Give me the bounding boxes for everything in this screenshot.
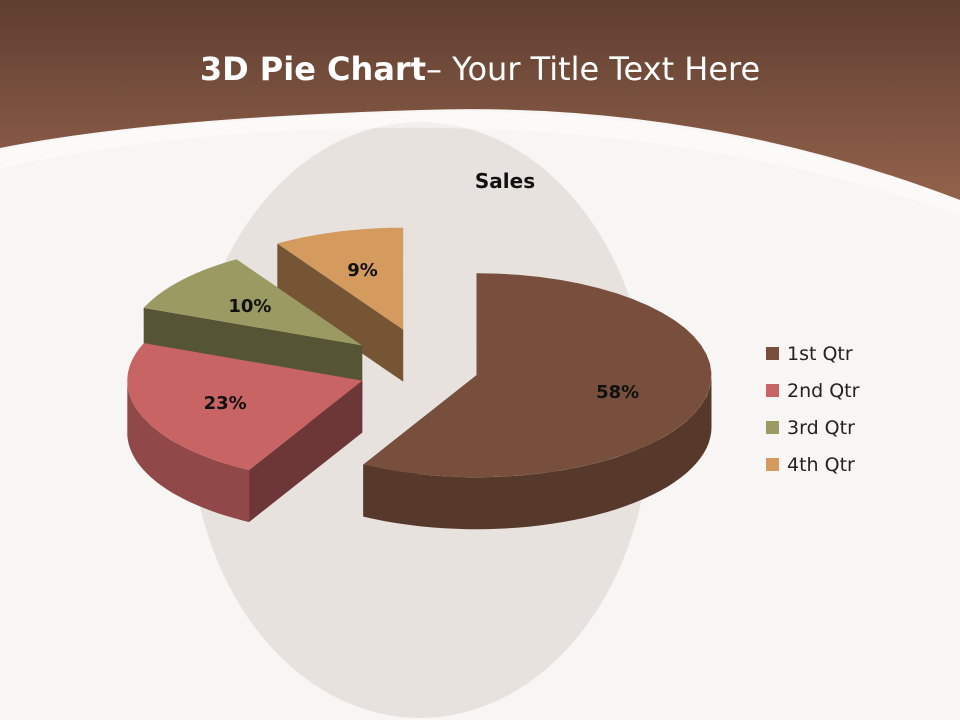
legend-label: 2nd Qtr bbox=[787, 379, 860, 402]
legend: 1st Qtr 2nd Qtr 3rd Qtr 4th Qtr bbox=[766, 335, 859, 483]
slice-top bbox=[363, 273, 712, 478]
pie-slice-4: 9% bbox=[277, 227, 404, 382]
data-label: 10% bbox=[228, 296, 271, 317]
slice-outer-wall bbox=[363, 375, 712, 530]
data-label: 9% bbox=[347, 260, 378, 281]
legend-swatch bbox=[766, 347, 779, 360]
slice-top bbox=[127, 343, 363, 471]
data-label: 23% bbox=[204, 393, 247, 414]
slice-top bbox=[277, 227, 404, 330]
slice-top bbox=[143, 259, 363, 346]
data-label: 58% bbox=[596, 382, 639, 403]
legend-swatch bbox=[766, 458, 779, 471]
pie-slice-1: 58% bbox=[363, 273, 712, 530]
legend-item: 3rd Qtr bbox=[766, 409, 859, 446]
legend-item: 4th Qtr bbox=[766, 446, 859, 483]
legend-swatch bbox=[766, 421, 779, 434]
title-bold: 3D Pie Chart bbox=[199, 50, 426, 88]
legend-label: 3rd Qtr bbox=[787, 416, 855, 439]
legend-item: 1st Qtr bbox=[766, 335, 859, 372]
slice-outer-wall bbox=[127, 380, 249, 523]
slide-title: 3D Pie Chart– Your Title Text Here bbox=[0, 50, 960, 88]
legend-label: 4th Qtr bbox=[787, 453, 855, 476]
slice-side-wall bbox=[277, 243, 404, 382]
legend-swatch bbox=[766, 384, 779, 397]
header-band bbox=[0, 0, 960, 200]
title-rest: – Your Title Text Here bbox=[425, 50, 761, 88]
legend-label: 1st Qtr bbox=[787, 342, 853, 365]
pie-slice-2: 23% bbox=[127, 343, 363, 523]
chart-title: Sales bbox=[475, 169, 535, 193]
legend-item: 2nd Qtr bbox=[766, 372, 859, 409]
header-swoosh bbox=[0, 111, 960, 215]
